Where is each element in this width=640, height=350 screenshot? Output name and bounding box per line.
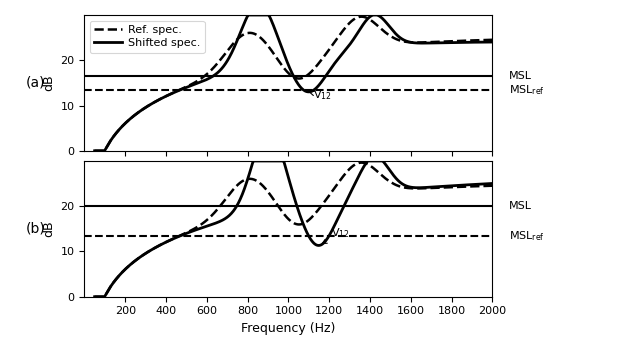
Shifted spec. bbox=[252, 13, 260, 17]
X-axis label: Frequency (Hz): Frequency (Hz) bbox=[241, 322, 335, 335]
Ref. spec. bbox=[266, 46, 274, 50]
Ref. spec. bbox=[91, 149, 99, 153]
Ref. spec. bbox=[252, 32, 259, 36]
Ref. spec. bbox=[364, 16, 372, 21]
Shifted spec. bbox=[401, 38, 409, 43]
Line: Shifted spec.: Shifted spec. bbox=[95, 15, 492, 151]
Shifted spec. bbox=[488, 40, 496, 44]
Ref. spec. bbox=[408, 40, 416, 44]
Shifted spec. bbox=[91, 149, 99, 153]
Ref. spec. bbox=[401, 40, 409, 44]
Text: V$_{12}$: V$_{12}$ bbox=[323, 226, 350, 244]
Text: MSL$_{\rm ref}$: MSL$_{\rm ref}$ bbox=[509, 229, 545, 243]
Shifted spec. bbox=[131, 113, 139, 117]
Text: (a): (a) bbox=[26, 76, 45, 90]
Text: MSL$_{\rm ref}$: MSL$_{\rm ref}$ bbox=[509, 83, 545, 97]
Shifted spec. bbox=[266, 16, 274, 20]
Shifted spec. bbox=[408, 41, 416, 45]
Text: MSL: MSL bbox=[509, 201, 532, 211]
Shifted spec. bbox=[364, 16, 372, 20]
Text: V$_{12}$: V$_{12}$ bbox=[309, 89, 332, 103]
Text: (b): (b) bbox=[26, 222, 45, 236]
Legend: Ref. spec., Shifted spec.: Ref. spec., Shifted spec. bbox=[90, 21, 205, 53]
Ref. spec. bbox=[358, 15, 365, 19]
Line: Ref. spec.: Ref. spec. bbox=[95, 17, 492, 151]
Ref. spec. bbox=[488, 38, 496, 42]
Ref. spec. bbox=[131, 113, 139, 117]
Text: MSL: MSL bbox=[509, 71, 532, 81]
Shifted spec. bbox=[244, 13, 252, 17]
Y-axis label: dB: dB bbox=[42, 220, 55, 237]
Y-axis label: dB: dB bbox=[42, 75, 55, 91]
